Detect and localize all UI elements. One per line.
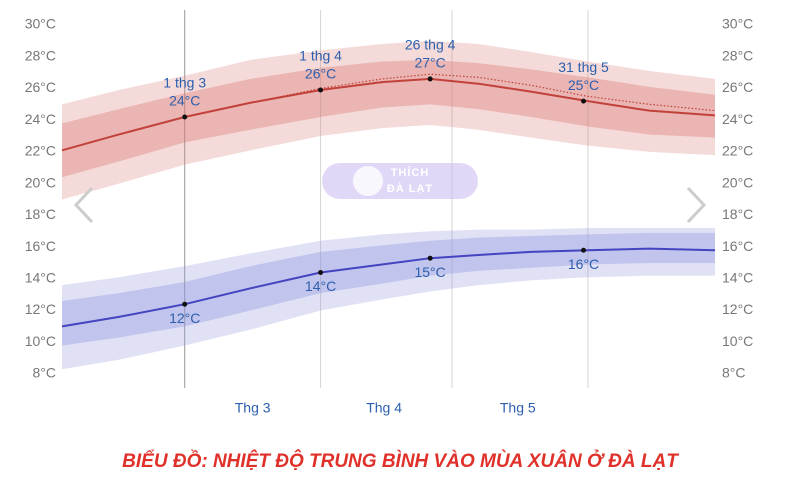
y-tick-label: 18°C xyxy=(25,206,56,222)
y2-tick-label: 30°C xyxy=(722,16,753,32)
y2-tick-label: 28°C xyxy=(722,47,753,63)
y-tick-label: 22°C xyxy=(25,143,56,159)
annotation-label: 27°C xyxy=(414,55,445,71)
annotation-dot xyxy=(318,269,324,275)
y-tick-label: 10°C xyxy=(25,333,56,349)
outer-band xyxy=(62,40,715,200)
y2-tick-label: 18°C xyxy=(722,206,753,222)
y-tick-label: 30°C xyxy=(25,16,56,32)
annotation-label: 25°C xyxy=(568,77,599,93)
y2-tick-label: 14°C xyxy=(722,270,753,286)
y-tick-label: 16°C xyxy=(25,238,56,254)
annotation-date: 1 thg 4 xyxy=(299,48,342,64)
watermark-text: ĐÀ LẠT xyxy=(387,182,433,195)
y-tick-label: 28°C xyxy=(25,47,56,63)
x-tick-label: Thg 3 xyxy=(235,400,271,416)
outer-band xyxy=(62,228,715,370)
y2-tick-label: 20°C xyxy=(722,174,753,190)
y-tick-label: 26°C xyxy=(25,79,56,95)
annotation-dot xyxy=(581,98,587,104)
annotation-label: 26°C xyxy=(305,66,336,82)
annotation-dot xyxy=(581,247,587,253)
y-tick-label: 12°C xyxy=(25,301,56,317)
annotation-label: 16°C xyxy=(568,256,599,272)
y-tick-label: 24°C xyxy=(25,111,56,127)
inner-band xyxy=(62,232,715,346)
y-tick-label: 8°C xyxy=(33,365,57,381)
annotation-dot xyxy=(182,114,188,120)
annotation-label: 24°C xyxy=(169,93,200,109)
watermark-logo xyxy=(353,166,383,196)
y2-tick-label: 16°C xyxy=(722,238,753,254)
annotation-dot xyxy=(427,255,433,261)
inner-band xyxy=(62,59,715,178)
annotation-dot xyxy=(182,301,188,307)
annotation-label: 14°C xyxy=(305,278,336,294)
line xyxy=(61,247,716,328)
y2-tick-label: 26°C xyxy=(722,79,753,95)
y2-tick-label: 8°C xyxy=(722,365,746,381)
annotation-date: 1 thg 3 xyxy=(163,75,206,91)
annotation-dot xyxy=(318,87,324,93)
y2-tick-label: 10°C xyxy=(722,333,753,349)
chart-title: BIỂU ĐỒ: NHIỆT ĐỘ TRUNG BÌNH VÀO MÙA XUÂ… xyxy=(122,450,679,472)
annotation-label: 15°C xyxy=(414,264,445,280)
watermark-text: THÍCH xyxy=(391,166,430,179)
y-tick-label: 14°C xyxy=(25,270,56,286)
plot: 8°C 8°C 10°C 10°C 12°C 12°C 14°C 14°C 16°C 16°C 18… xyxy=(25,10,753,416)
annotation-dot xyxy=(427,76,433,82)
next-arrow[interactable] xyxy=(686,186,707,224)
prev-arrow[interactable] xyxy=(73,186,94,224)
y2-tick-label: 22°C xyxy=(722,143,753,159)
annotation-label: 12°C xyxy=(169,310,200,326)
y-tick-label: 20°C xyxy=(25,174,56,190)
y2-tick-label: 24°C xyxy=(722,111,753,127)
x-tick-label: Thg 4 xyxy=(366,400,402,416)
x-tick-label: Thg 5 xyxy=(500,400,536,416)
line xyxy=(61,77,716,152)
annotation-date: 26 thg 4 xyxy=(405,37,456,53)
y2-tick-label: 12°C xyxy=(722,301,753,317)
annotation-date: 31 thg 5 xyxy=(558,59,609,75)
